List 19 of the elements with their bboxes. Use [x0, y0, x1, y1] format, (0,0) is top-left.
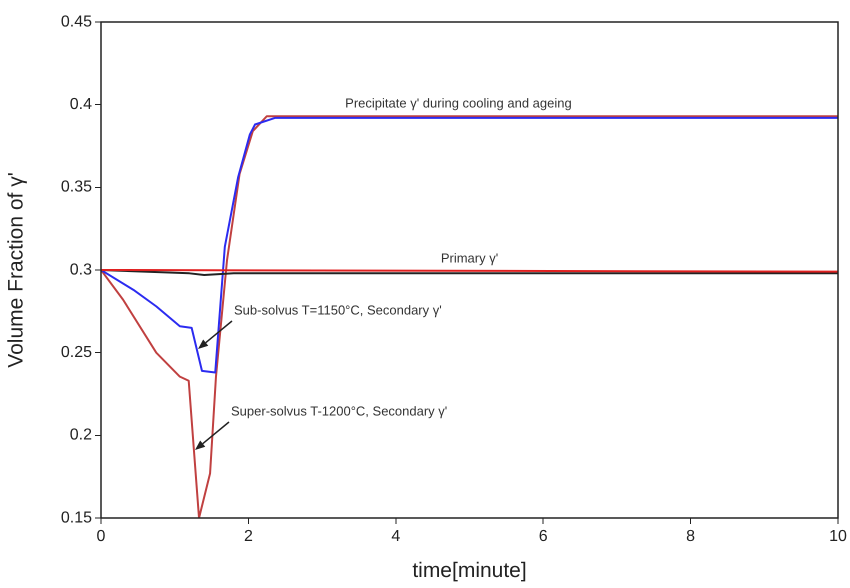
- x-tick-label: 0: [96, 528, 106, 546]
- x-tick-label: 4: [391, 528, 400, 546]
- y-tick-label: 0.45: [60, 13, 92, 30]
- y-tick-label: 0.4: [70, 96, 92, 114]
- x-tick-label: 6: [538, 528, 548, 546]
- x-axis-title: time[minute]: [412, 559, 527, 582]
- annotation: Precipitate γ' during cooling and ageing: [345, 95, 572, 110]
- x-tick-label: 10: [829, 528, 847, 546]
- y-axis-title: Volume Fraction of γ': [4, 172, 28, 368]
- annotation: Super-solvus T-1200°C, Secondary γ': [231, 404, 448, 419]
- y-tick-label: 0.15: [60, 509, 92, 526]
- y-tick-label: 0.3: [70, 261, 92, 278]
- annotation: Sub-solvus T=1150°C, Secondary γ': [234, 302, 442, 318]
- annotation: Primary γ': [440, 250, 498, 266]
- x-tick-label: 2: [244, 528, 253, 546]
- y-tick-label: 0.2: [70, 426, 92, 444]
- x-tick-label: 8: [686, 528, 696, 546]
- y-tick-label: 0.25: [60, 344, 92, 362]
- y-tick-label: 0.35: [60, 178, 92, 196]
